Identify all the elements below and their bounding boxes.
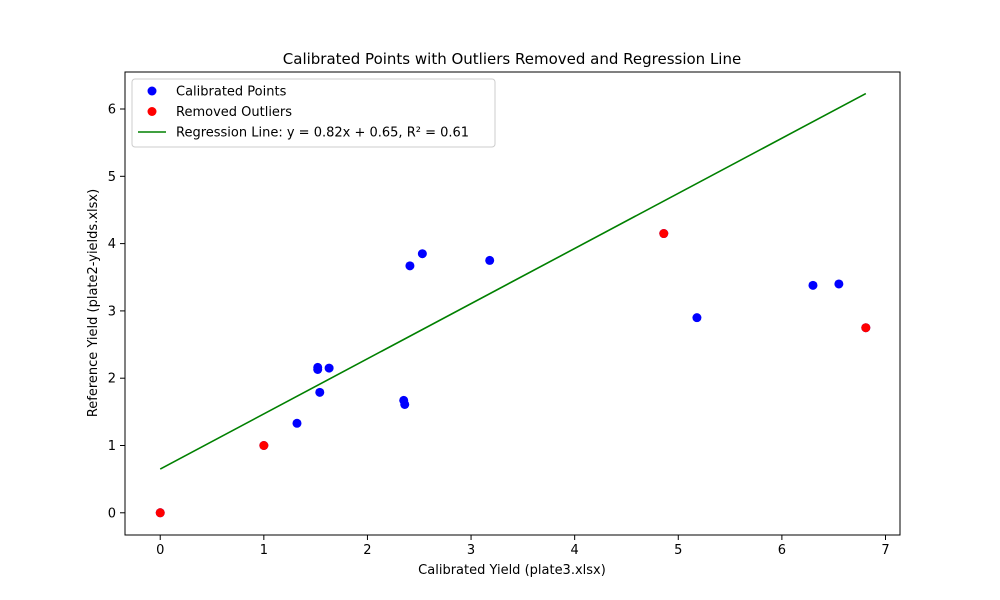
x-tick-label: 5 <box>674 543 682 558</box>
outlier-point <box>155 508 165 518</box>
outlier-point <box>659 229 669 239</box>
legend-entry-label: Regression Line: y = 0.82x + 0.65, R² = … <box>176 126 469 141</box>
x-axis-ticks: 0 1 2 3 4 5 6 7 <box>156 535 890 558</box>
y-tick-label: 0 <box>108 506 116 521</box>
y-tick-label: 6 <box>108 103 116 118</box>
y-axis-label: Reference Yield (plate2-yields.xlsx) <box>86 189 101 417</box>
x-tick-label: 1 <box>260 543 268 558</box>
plot-area <box>155 92 871 518</box>
legend: Calibrated Points Removed Outliers Regress… <box>131 78 496 148</box>
plot-frame <box>124 71 901 536</box>
x-tick-label: 4 <box>571 543 579 558</box>
series-2 <box>159 92 867 470</box>
calibrated-point <box>692 313 702 323</box>
regression-line <box>159 92 867 470</box>
legend-entry-label: Calibrated Points <box>176 85 287 100</box>
y-tick-label: 3 <box>108 304 116 319</box>
calibrated-point <box>315 387 325 397</box>
y-tick-label: 4 <box>108 237 116 252</box>
calibrated-point <box>313 364 323 374</box>
calibrated-point <box>324 363 334 373</box>
legend-marker-swatch <box>147 86 157 96</box>
calibrated-point <box>834 279 844 289</box>
chart-title: Calibrated Points with Outliers Removed … <box>283 50 741 68</box>
x-tick-label: 0 <box>156 543 164 558</box>
calibrated-point <box>405 261 415 271</box>
x-tick-label: 7 <box>881 543 889 558</box>
y-tick-label: 1 <box>108 439 116 454</box>
y-tick-label: 5 <box>108 170 116 185</box>
calibrated-point <box>292 418 302 428</box>
x-tick-label: 3 <box>467 543 475 558</box>
legend-marker-swatch <box>147 107 157 116</box>
calibrated-point <box>400 399 410 409</box>
legend-box <box>131 78 496 148</box>
outlier-point <box>259 440 269 450</box>
calibrated-point <box>485 255 495 265</box>
outlier-point <box>861 323 871 333</box>
series-1 <box>155 229 871 518</box>
calibrated-point <box>808 280 818 290</box>
x-axis-label: Calibrated Yield (plate3.xlsx) <box>418 563 606 578</box>
legend-entry-label: Removed Outliers <box>176 105 292 120</box>
x-tick-label: 2 <box>363 543 371 558</box>
y-tick-label: 2 <box>108 372 116 387</box>
calibrated-point <box>417 249 427 259</box>
x-tick-label: 6 <box>778 543 786 558</box>
y-axis-ticks: 0 1 2 3 4 5 6 <box>108 103 125 521</box>
